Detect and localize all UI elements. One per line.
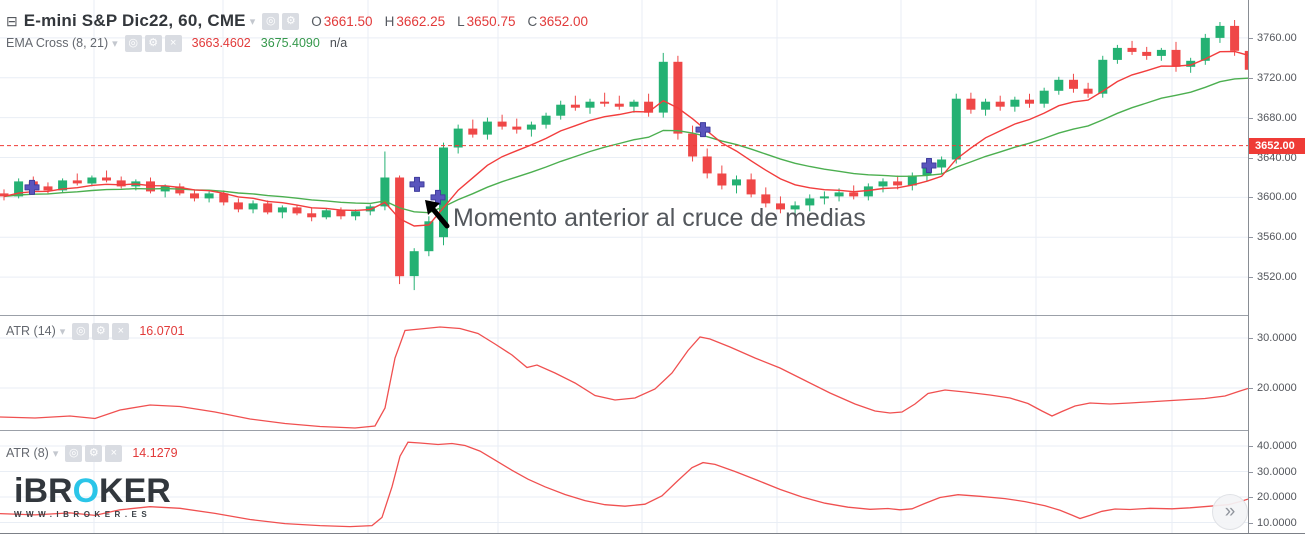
pane-separator[interactable] (0, 315, 1305, 316)
price-axis-label: 20.0000 (1257, 491, 1297, 503)
axis-tick (1249, 472, 1253, 473)
high-value: 3662.25 (396, 13, 446, 29)
ema-slow-value: 3675.4090 (260, 36, 320, 50)
logo-url: WWW.IBROKER.ES (14, 510, 152, 519)
ema-cross-label[interactable]: EMA Cross (8, 21) (6, 36, 109, 50)
collapse-pane-icon[interactable]: ⊟ (6, 12, 18, 29)
annotation-arrow-icon (425, 200, 450, 229)
close-icon[interactable]: × (112, 322, 130, 340)
chevron-down-icon[interactable]: ▾ (59, 325, 66, 338)
ema-cross-legend: EMA Cross (8, 21) ▾ ◎ ⚙ × 3663.4602 3675… (6, 34, 347, 52)
logo-o-mark: O (72, 472, 100, 510)
logo-text: iBR (14, 472, 73, 510)
axis-tick (1249, 388, 1253, 389)
price-axis-label: 3520.00 (1257, 271, 1297, 283)
axis-tick (1249, 523, 1253, 524)
gear-icon[interactable]: ⚙ (85, 444, 103, 462)
high-label: H (384, 13, 395, 29)
price-axis-label: 30.0000 (1257, 466, 1297, 478)
close-icon[interactable]: × (105, 444, 123, 462)
atr-line (0, 441, 1248, 528)
eye-icon[interactable]: ◎ (72, 322, 90, 340)
axis-tick (1249, 38, 1253, 39)
close-value: 3652.00 (539, 13, 589, 29)
eye-icon[interactable]: ◎ (65, 444, 83, 462)
gear-icon[interactable]: ⚙ (144, 34, 162, 52)
logo-text: KER (99, 472, 171, 510)
atr8-label[interactable]: ATR (8) (6, 446, 49, 460)
axis-tick (1249, 277, 1253, 278)
close-icon[interactable]: × (164, 34, 182, 52)
eye-icon[interactable]: ◎ (262, 12, 280, 30)
price-axis-label: 3720.00 (1257, 72, 1297, 84)
ema-cross-marker (409, 176, 425, 192)
chevron-down-icon[interactable]: ▾ (52, 447, 59, 460)
price-axis-label: 3640.00 (1257, 152, 1297, 164)
low-value: 3650.75 (466, 13, 516, 29)
atr14-value: 16.0701 (139, 324, 185, 338)
ema-cross-marker (921, 158, 937, 173)
axis-tick (1249, 78, 1253, 79)
axis-tick (1249, 338, 1253, 339)
low-label: L (457, 13, 465, 29)
gear-icon[interactable]: ⚙ (92, 322, 110, 340)
price-axis-label: 3760.00 (1257, 32, 1297, 44)
ema-cross-marker (695, 122, 711, 138)
atr14-legend: ATR (14) ▾ ◎ ⚙ × 16.0701 (6, 322, 185, 340)
axis-tick (1249, 197, 1253, 198)
axis-tick (1249, 237, 1253, 238)
gear-icon[interactable]: ⚙ (282, 12, 300, 30)
axis-tick (1249, 118, 1253, 119)
pane-separator[interactable] (0, 430, 1305, 431)
price-axis-label: 30.0000 (1257, 332, 1297, 344)
price-axis-label: 3600.00 (1257, 191, 1297, 203)
symbol-title[interactable]: E-mini S&P Dic22, 60, CME (23, 11, 246, 30)
close-label: C (527, 13, 538, 29)
chart-bottom-border (0, 533, 1305, 534)
ema-cross-marker (24, 179, 40, 195)
open-value: 3661.50 (323, 13, 373, 29)
price-axis-label: 3680.00 (1257, 112, 1297, 124)
price-axis-label: 40.0000 (1257, 440, 1297, 452)
open-label: O (311, 13, 322, 29)
axis-tick (1249, 497, 1253, 498)
last-price-tag: 3652.00 (1249, 138, 1305, 154)
symbol-legend: ⊟ E-mini S&P Dic22, 60, CME ▾ ◎ ⚙ O 3661… (6, 10, 588, 32)
ema-fast-value: 3663.4602 (191, 36, 251, 50)
price-axis-label: 10.0000 (1257, 517, 1297, 529)
atr14-label[interactable]: ATR (14) (6, 324, 56, 338)
axis-tick (1249, 158, 1253, 159)
atr8-value: 14.1279 (132, 446, 178, 460)
axis-tick (1249, 446, 1253, 447)
price-axis[interactable]: 3652.00 3760.00 3720.00 3680.00 3640.00 3600… (1248, 0, 1305, 533)
price-axis-label: 3560.00 (1257, 231, 1297, 243)
eye-icon[interactable]: ◎ (124, 34, 142, 52)
price-axis-label: 20.0000 (1257, 382, 1297, 394)
ema-cross-marker (430, 189, 446, 205)
ema-na-value: n/a (329, 36, 348, 50)
atr8-legend: ATR (8) ▾ ◎ ⚙ × 14.1279 (6, 444, 178, 462)
chevron-down-icon[interactable]: ▾ (112, 37, 118, 50)
atr-line (0, 326, 1248, 429)
annotation-text: Momento anterior al cruce de medias (453, 204, 866, 232)
ibroker-logo: iBROKER WWW.IBROKER.ES (14, 474, 171, 519)
chart-canvas[interactable] (0, 0, 1248, 533)
chevron-down-icon[interactable]: ▾ (249, 15, 256, 28)
scroll-right-button[interactable]: » (1212, 494, 1248, 530)
